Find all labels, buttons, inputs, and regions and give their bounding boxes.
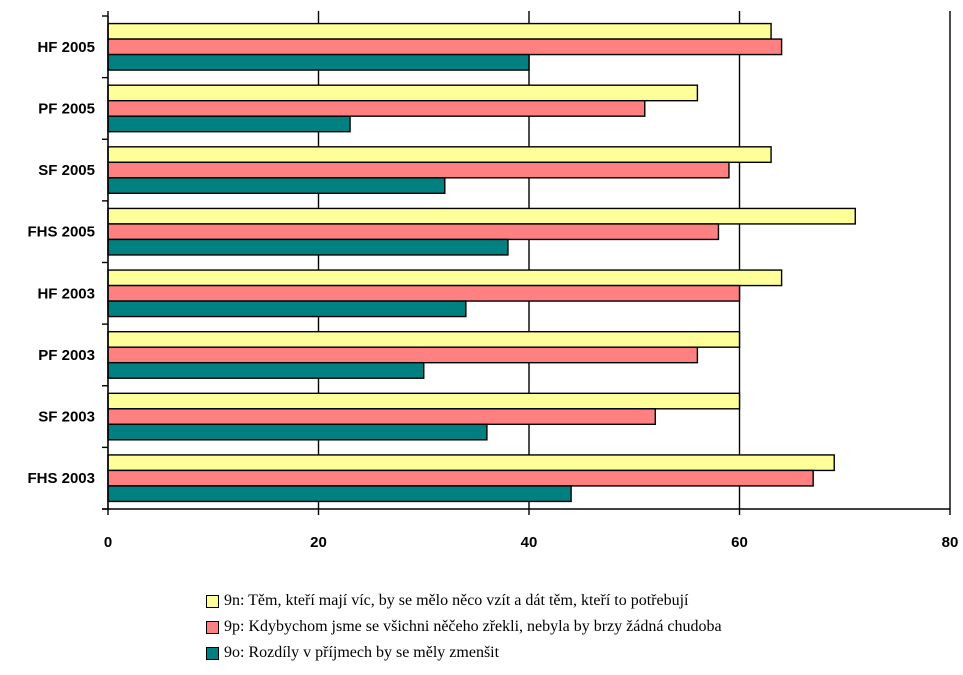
bar-fhs-2003-series-2: [107, 485, 572, 503]
bar-sf-2003-series-2: [107, 423, 488, 441]
category-label-sf-2003: SF 2003: [38, 409, 95, 426]
bar-hf-2005-series-2: [107, 53, 530, 71]
bar-pf-2003-series-0: [107, 330, 741, 348]
bar-hf-2003-series-1: [107, 284, 741, 302]
category-label-fhs-2003: FHS 2003: [27, 470, 95, 487]
bar-pf-2005-series-0: [107, 84, 699, 102]
bar-hf-2005-series-0: [107, 22, 772, 40]
x-tick-label-80: 80: [942, 534, 959, 551]
legend-item-9p: 9p: Kdybychom jsme se všichni něčeho zře…: [206, 614, 906, 640]
x-tick-label-20: 20: [310, 534, 327, 551]
bar-hf-2003-series-2: [107, 300, 467, 318]
bar-pf-2005-series-2: [107, 115, 351, 133]
bars: [107, 22, 856, 503]
bar-sf-2005-series-2: [107, 177, 446, 195]
x-tick-label-40: 40: [521, 534, 538, 551]
x-tick-label-60: 60: [731, 534, 748, 551]
legend-label-9n: 9n: Těm, kteří mají víc, by se mělo něco…: [224, 592, 689, 609]
category-label-sf-2005: SF 2005: [38, 162, 95, 179]
legend-label-9o: 9o: Rozdíly v příjmech by se měly zmenši…: [224, 644, 500, 661]
legend-swatch-9p: [206, 620, 219, 634]
legend-label-9p: 9p: Kdybychom jsme se všichni něčeho zře…: [224, 618, 722, 635]
bar-fhs-2005-series-0: [107, 207, 856, 225]
legend-item-9o: 9o: Rozdíly v příjmech by se měly zmenši…: [206, 640, 906, 666]
category-labels: HF 2005 PF 2005 SF 2005 FHS 2005 HF 2003 PF 2…: [27, 39, 95, 487]
bar-pf-2005-series-1: [107, 99, 646, 117]
bar-pf-2003-series-2: [107, 361, 425, 379]
legend-item-9n: 9n: Těm, kteří mají víc, by se mělo něco…: [206, 588, 906, 614]
category-label-fhs-2005: FHS 2005: [27, 224, 95, 241]
category-label-hf-2005: HF 2005: [37, 39, 95, 56]
bar-fhs-2005-series-1: [107, 223, 720, 241]
bar-fhs-2003-series-0: [107, 454, 835, 472]
tick-labels: 0 20 40 60 80: [104, 534, 959, 551]
legend-swatch-9n: [206, 594, 219, 608]
x-tick-label-0: 0: [104, 534, 112, 551]
bar-fhs-2005-series-2: [107, 238, 509, 256]
bar-sf-2005-series-1: [107, 161, 730, 179]
axes: [102, 11, 951, 515]
legend: 9n: Těm, kteří mají víc, by se mělo něco…: [206, 588, 906, 666]
bar-sf-2003-series-0: [107, 392, 741, 410]
bar-pf-2003-series-1: [107, 346, 699, 364]
legend-swatch-9o: [206, 646, 219, 660]
category-label-pf-2003: PF 2003: [38, 347, 95, 364]
category-label-hf-2003: HF 2003: [37, 285, 95, 302]
bar-sf-2003-series-1: [107, 408, 656, 426]
bar-fhs-2003-series-1: [107, 469, 814, 487]
category-label-pf-2005: PF 2005: [38, 100, 95, 117]
bar-hf-2003-series-0: [107, 269, 783, 287]
bar-sf-2005-series-0: [107, 146, 772, 164]
bar-hf-2005-series-1: [107, 38, 783, 56]
